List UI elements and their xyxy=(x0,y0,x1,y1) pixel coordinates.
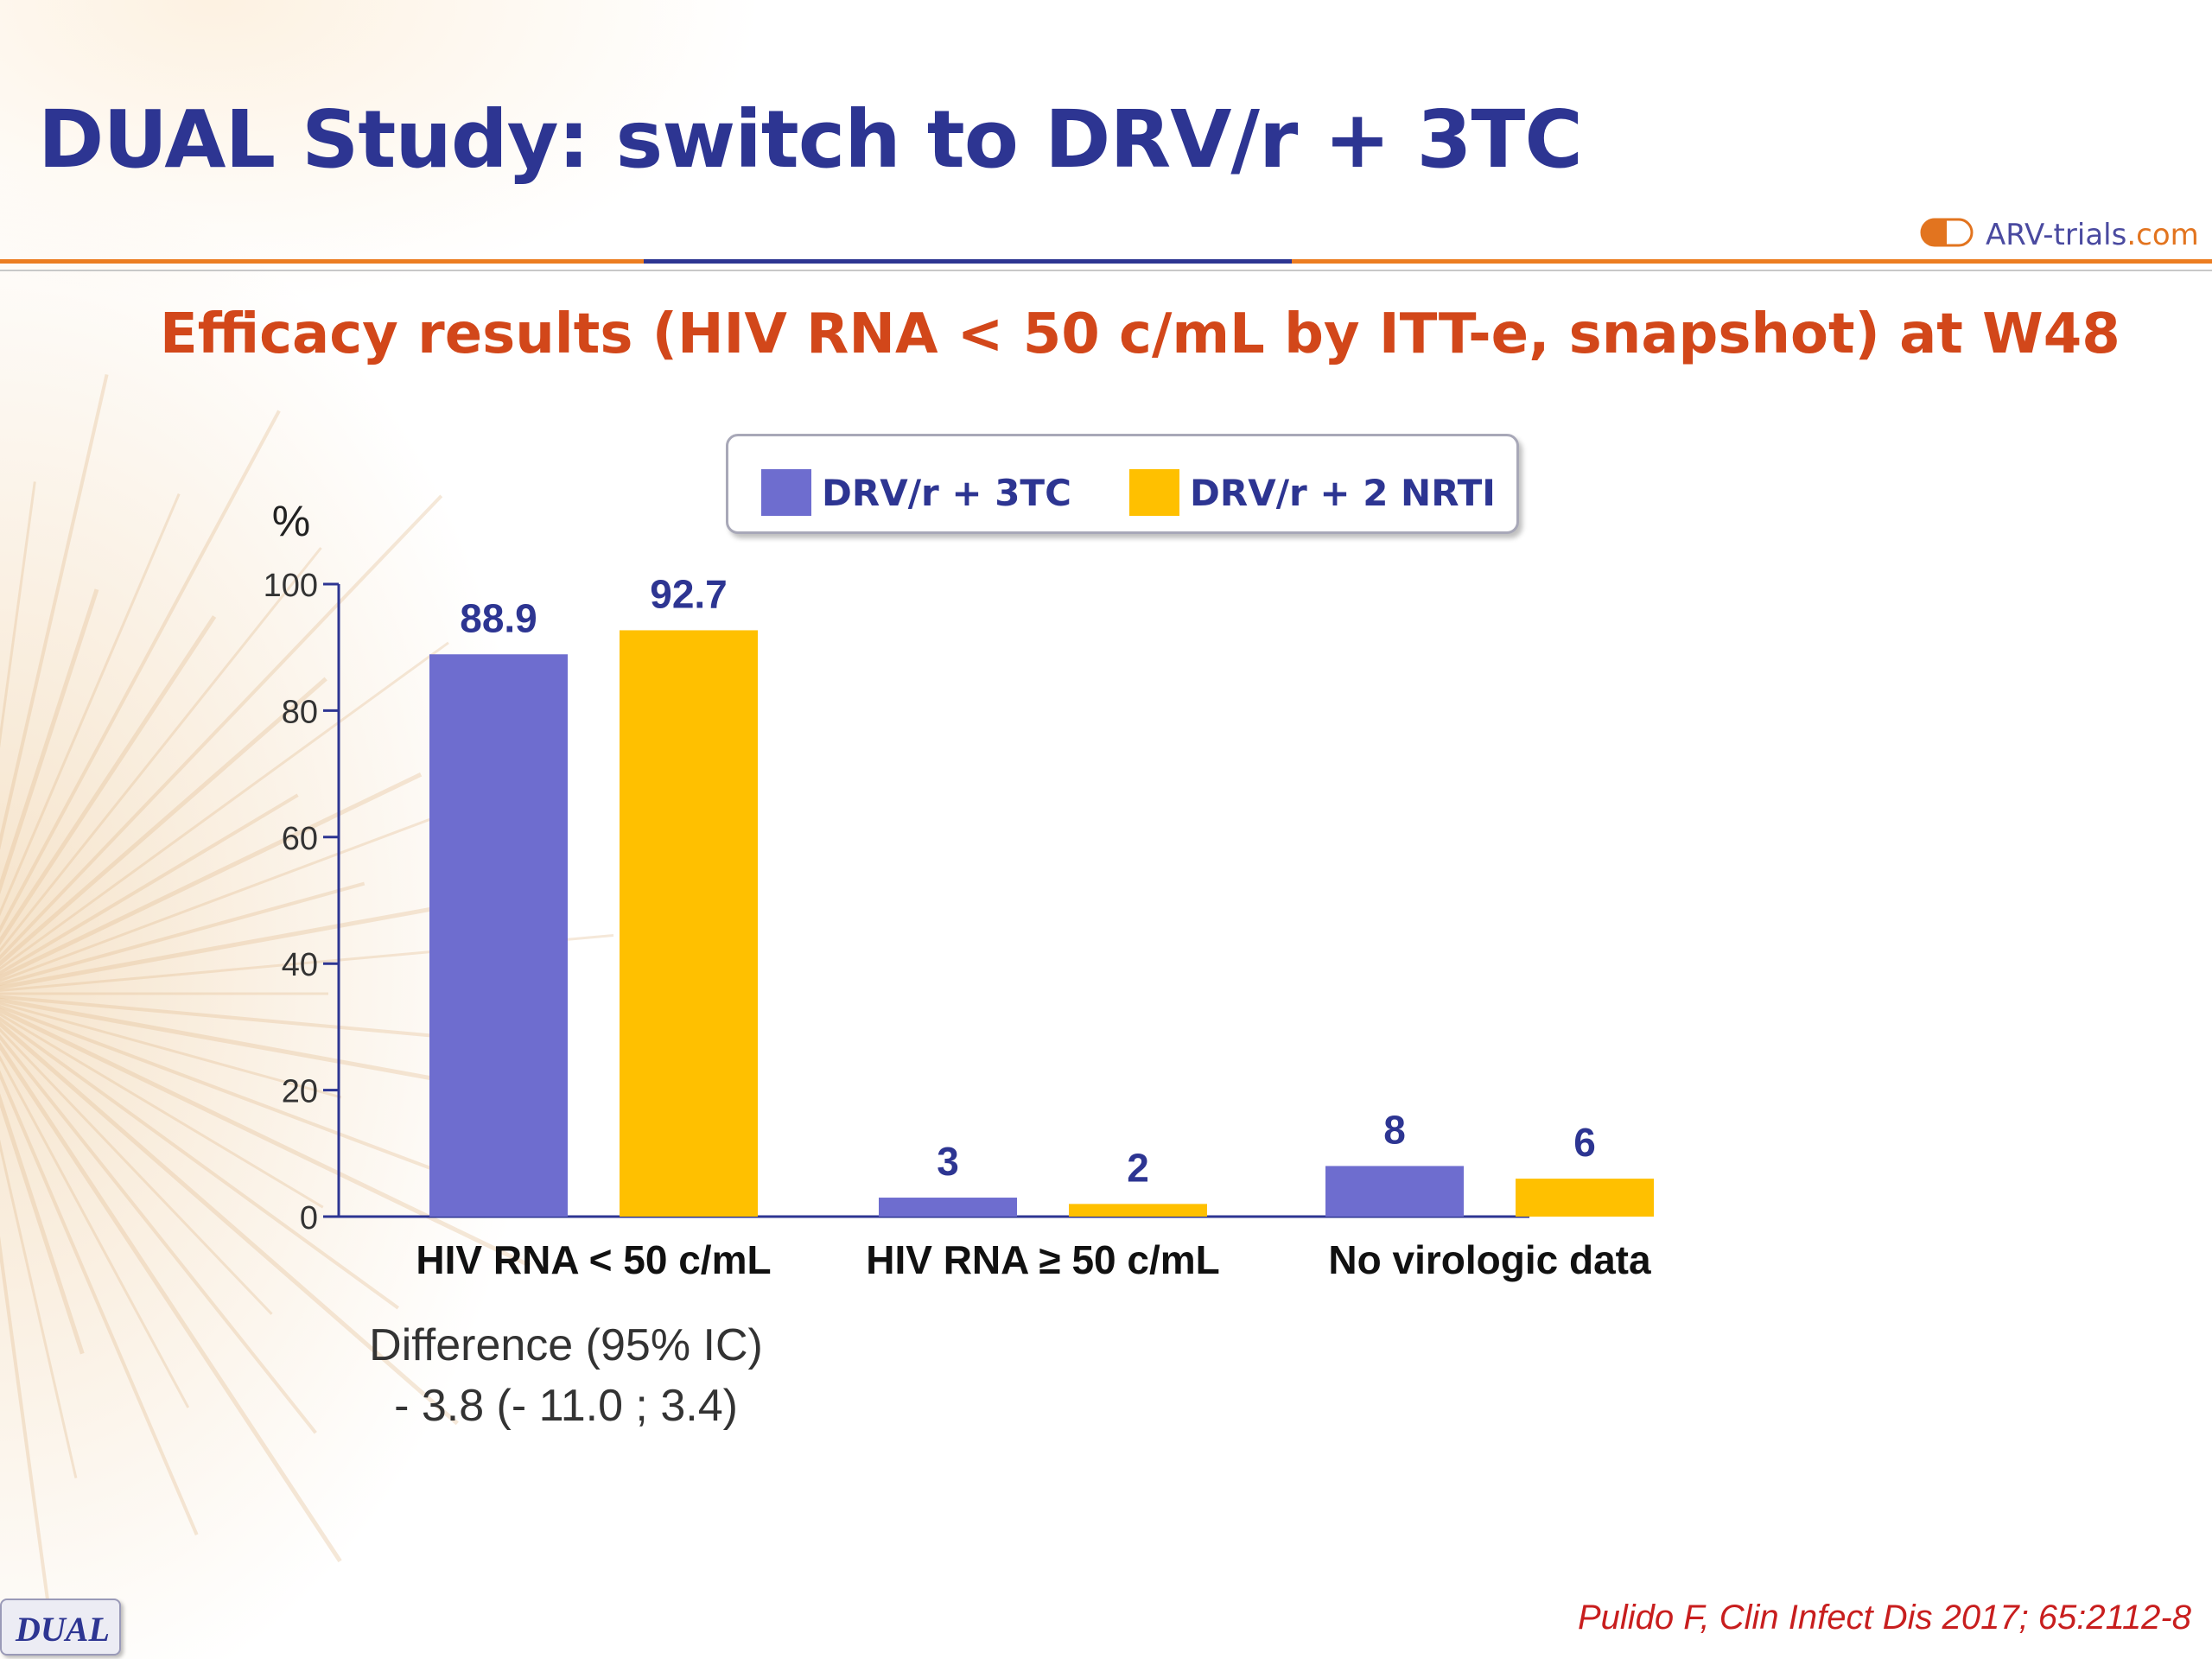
decorative-ray xyxy=(0,677,327,967)
decorative-ray xyxy=(0,1001,342,1099)
header-rule-blue xyxy=(644,259,1292,264)
data-label-series-1-2: 3 xyxy=(937,1139,959,1184)
decorative-ray xyxy=(0,1016,399,1310)
data-label-series-2-1: 92.7 xyxy=(650,571,728,616)
citation: Pulido F, Clin Infect Dis 2017; 65:2112-… xyxy=(1577,1599,2191,1637)
data-label-series-1-3: 8 xyxy=(1383,1107,1406,1152)
y-axis-label: % xyxy=(272,497,310,545)
decorative-ray xyxy=(0,493,181,917)
pill-icon xyxy=(1920,218,1974,247)
decorative-ray xyxy=(0,896,490,990)
legend-item-series-1: DRV/r + 3TC xyxy=(761,469,1071,516)
y-tick-label: 0 xyxy=(300,1200,318,1236)
decorative-ray xyxy=(0,1055,190,1408)
decorative-ray xyxy=(0,772,423,980)
decorative-ray xyxy=(0,373,109,850)
decorative-ray xyxy=(0,410,281,933)
decorative-ray xyxy=(0,1139,78,1478)
logo-domain: .com xyxy=(2126,218,2199,252)
legend-label-series-2: DRV/r + 2 NRTI xyxy=(1190,471,1496,514)
decorative-ray xyxy=(0,1033,317,1434)
decorative-ray xyxy=(0,995,445,1039)
legend-label-series-1: DRV/r + 3TC xyxy=(822,471,1071,514)
y-tick-label: 20 xyxy=(282,1074,318,1110)
decorative-ray xyxy=(0,1004,442,1174)
slide-subtitle: Efficacy results (HIV RNA < 50 c/mL by I… xyxy=(160,302,2120,366)
y-tick-label: 60 xyxy=(282,821,318,857)
bar-series-2-1 xyxy=(620,630,758,1217)
x-category-label-3: No virologic data xyxy=(1328,1237,1651,1282)
decorative-ray xyxy=(0,1093,85,1355)
study-badge-label: DUAL xyxy=(16,1610,110,1649)
decorative-ray xyxy=(0,481,36,748)
y-tick-label: 100 xyxy=(264,568,318,604)
bar-series-1-3 xyxy=(1325,1166,1464,1217)
header-rule-grey xyxy=(0,270,2212,271)
decorative-ray xyxy=(0,1027,273,1315)
chart-legend: DRV/r + 3TC DRV/r + 2 NRTI xyxy=(726,434,1519,534)
bar-series-2-2 xyxy=(1069,1204,1207,1217)
y-tick-label: 80 xyxy=(282,694,318,730)
decorative-ray xyxy=(0,1042,342,1563)
bar-series-2-3 xyxy=(1516,1179,1654,1217)
difference-note: Difference (95% IC) - 3.8 (- 11.0 ; 3.4) xyxy=(294,1315,838,1436)
bar-series-1-1 xyxy=(429,654,568,1217)
decorative-ray xyxy=(0,494,443,961)
decorative-ray xyxy=(0,1020,459,1426)
bar-series-1-2 xyxy=(879,1198,1017,1217)
decorative-ray xyxy=(0,1007,531,1268)
data-label-series-2-2: 2 xyxy=(1127,1145,1149,1190)
y-tick-label: 40 xyxy=(282,947,318,983)
legend-swatch-series-1 xyxy=(761,469,811,516)
legend-item-series-2: DRV/r + 2 NRTI xyxy=(1129,469,1496,516)
decorative-ray xyxy=(0,1236,50,1604)
x-category-label-2: HIV RNA ≥ 50 c/mL xyxy=(866,1237,1220,1282)
study-badge: DUAL xyxy=(0,1599,121,1656)
difference-label: Difference (95% IC) xyxy=(369,1320,763,1370)
decorative-ray xyxy=(0,641,449,970)
x-category-label-1: HIV RNA < 50 c/mL xyxy=(416,1237,771,1282)
decorative-ray xyxy=(0,615,217,945)
slide-title: DUAL Study: switch to DRV/r + 3TC xyxy=(38,93,1583,186)
decorative-ray xyxy=(0,547,322,953)
data-label-series-1-1: 88.9 xyxy=(460,595,537,640)
legend-swatch-series-2 xyxy=(1129,469,1179,516)
decorative-ray xyxy=(0,588,99,894)
decorative-ray xyxy=(0,1070,199,1535)
logo-brand: ARV-trials xyxy=(1986,218,2127,252)
difference-value: - 3.8 (- 11.0 ; 3.4) xyxy=(394,1381,738,1431)
decorative-ray xyxy=(0,881,365,987)
data-label-series-2-3: 6 xyxy=(1573,1120,1596,1165)
decorative-ray xyxy=(0,793,299,976)
decorative-ray xyxy=(0,1013,324,1209)
